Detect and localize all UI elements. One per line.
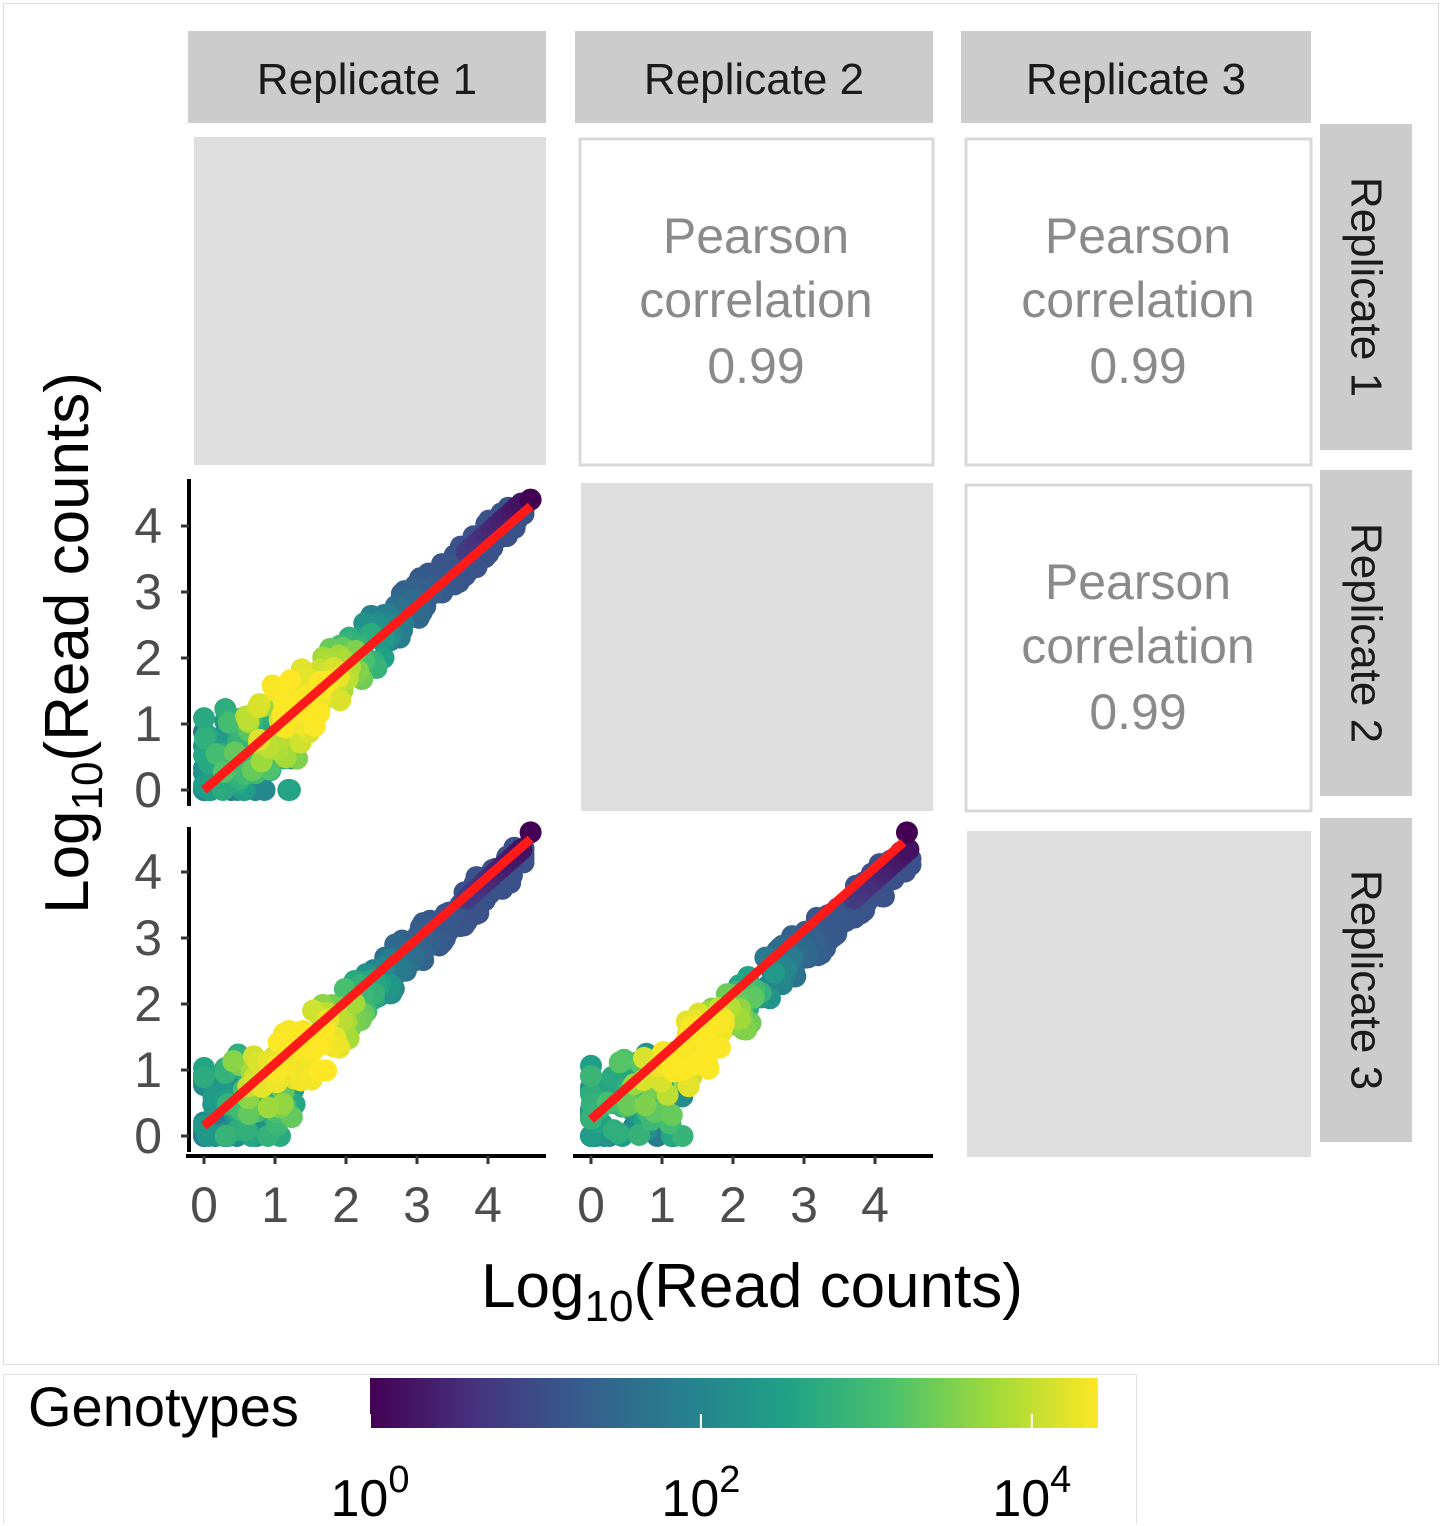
data-point xyxy=(211,779,234,801)
correlation-label: Pearson xyxy=(1045,208,1231,264)
correlation-label: Pearson xyxy=(1045,554,1231,610)
correlation-label: correlation xyxy=(1021,272,1254,328)
y-tick-label: 0 xyxy=(134,762,162,818)
row-strip-3 xyxy=(1320,818,1412,1142)
correlation-label: Pearson xyxy=(663,208,849,264)
y-tick-label: 0 xyxy=(134,1108,162,1164)
row-strip-1 xyxy=(1320,124,1412,450)
y-tick-label: 1 xyxy=(134,696,162,752)
diagonal-panel-3 xyxy=(967,831,1311,1157)
x-tick-label: 3 xyxy=(403,1177,431,1233)
row-strip-2 xyxy=(1320,470,1412,796)
x-tick-label: 4 xyxy=(474,1177,502,1233)
data-point xyxy=(634,1094,657,1117)
x-tick-label: 1 xyxy=(261,1177,289,1233)
regression-line xyxy=(201,835,534,1130)
data-point xyxy=(308,701,331,724)
column-strip-2 xyxy=(575,31,933,123)
data-point xyxy=(895,821,918,844)
data-point xyxy=(214,1125,237,1147)
data-point xyxy=(217,711,240,734)
data-point xyxy=(690,1047,713,1070)
correlation-value: 0.99 xyxy=(1089,684,1186,740)
y-tick-label: 3 xyxy=(134,564,162,620)
regression-line xyxy=(588,838,907,1123)
data-point xyxy=(308,1059,331,1082)
scatter-panel xyxy=(580,821,922,1147)
x-tick-label: 3 xyxy=(790,1177,818,1233)
colorbar-tick-label: 102 xyxy=(661,1459,740,1526)
row-strip-label: Replicate 1 xyxy=(1342,177,1391,397)
data-point xyxy=(660,1104,683,1127)
column-strip-label: Replicate 3 xyxy=(1026,55,1246,104)
correlation-value: 0.99 xyxy=(707,338,804,394)
scatter-panel xyxy=(193,821,542,1147)
x-tick-label: 0 xyxy=(190,1177,218,1233)
x-tick-label: 4 xyxy=(861,1177,889,1233)
data-point xyxy=(628,1123,651,1146)
data-point xyxy=(248,693,271,716)
data-point xyxy=(253,779,276,801)
data-point xyxy=(222,1050,245,1073)
data-point xyxy=(205,743,228,766)
correlation-label: correlation xyxy=(1021,618,1254,674)
data-point xyxy=(608,1051,631,1074)
data-point xyxy=(193,727,216,750)
column-strip-1 xyxy=(188,31,546,123)
scatter-panel xyxy=(193,488,542,801)
y-tick-label: 1 xyxy=(134,1042,162,1098)
correlation-panel xyxy=(578,137,935,467)
row-strip-label: Replicate 2 xyxy=(1342,523,1391,743)
y-tick-label: 2 xyxy=(134,976,162,1032)
correlation-panel xyxy=(964,483,1313,813)
correlation-label: correlation xyxy=(639,272,872,328)
data-point xyxy=(278,779,301,801)
x-axis-title: Log10(Read counts) xyxy=(481,1252,1023,1331)
column-strip-label: Replicate 1 xyxy=(257,55,477,104)
data-point xyxy=(663,1060,686,1083)
regression-line xyxy=(201,502,534,794)
data-point xyxy=(193,1066,215,1089)
y-tick-label: 4 xyxy=(134,498,162,554)
x-tick-label: 1 xyxy=(648,1177,676,1233)
diagonal-panel-1 xyxy=(194,137,546,465)
data-point xyxy=(617,1093,640,1116)
y-tick-label: 2 xyxy=(134,630,162,686)
data-point xyxy=(193,707,215,730)
correlation-value: 0.99 xyxy=(1089,338,1186,394)
y-tick-label: 3 xyxy=(134,910,162,966)
y-axis-title: Log10(Read counts) xyxy=(33,372,112,914)
y-tick-label: 4 xyxy=(134,844,162,900)
legend-title: Genotypes xyxy=(28,1375,299,1438)
data-point xyxy=(235,1119,258,1142)
x-tick-label: 2 xyxy=(719,1177,747,1233)
data-point xyxy=(279,669,302,692)
x-tick-label: 0 xyxy=(577,1177,605,1233)
colorbar-tick-label: 104 xyxy=(992,1459,1071,1526)
diagonal-panel-2 xyxy=(581,483,933,811)
row-strip-label: Replicate 3 xyxy=(1342,870,1391,1090)
data-point xyxy=(580,1065,602,1088)
x-tick-label: 2 xyxy=(332,1177,360,1233)
colorbar xyxy=(370,1378,1098,1428)
column-strip-label: Replicate 2 xyxy=(644,55,864,104)
data-point xyxy=(607,1122,630,1145)
correlation-panel xyxy=(964,137,1313,467)
column-strip-3 xyxy=(961,31,1311,123)
data-point xyxy=(257,1096,280,1119)
data-point xyxy=(329,689,352,712)
colorbar-tick-label: 100 xyxy=(331,1459,410,1526)
data-point xyxy=(237,1102,260,1125)
